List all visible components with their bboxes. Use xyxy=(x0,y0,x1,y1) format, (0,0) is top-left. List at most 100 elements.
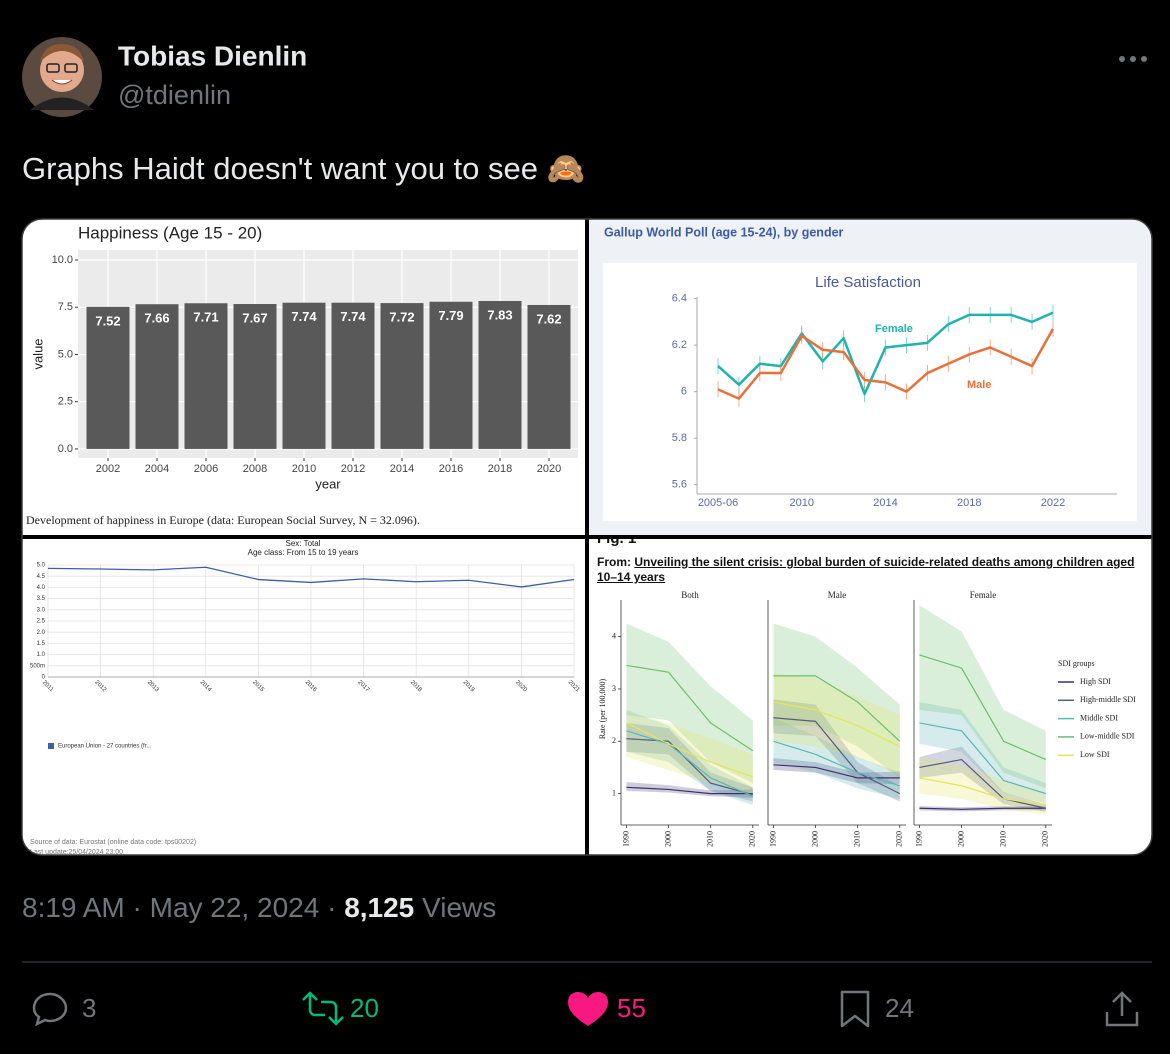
series-line xyxy=(626,786,753,795)
panel-title: Male xyxy=(828,590,847,600)
caption: Development of happiness in Europe (data… xyxy=(26,513,420,527)
value-label: 7.52 xyxy=(95,313,120,328)
y-tick-label: 5.0 xyxy=(37,563,46,569)
uncertainty-band xyxy=(626,712,753,797)
article-link[interactable]: Unveiling the silent crisis: global burd… xyxy=(597,555,1135,584)
author-handle[interactable]: @tdienlin xyxy=(118,80,231,110)
x-axis-label: year xyxy=(315,476,341,491)
uncertainty-band xyxy=(919,605,1046,789)
legend-label: Low-middle SDI xyxy=(1080,732,1135,741)
y-tick-label: 1.0 xyxy=(37,652,46,658)
legend-label: High SDI xyxy=(1080,677,1111,686)
y-tick-label: 5.6 xyxy=(672,479,687,491)
x-tick-label: 2010 xyxy=(292,463,316,475)
value-label: 7.67 xyxy=(242,310,267,325)
x-tick-label: 2010 xyxy=(790,497,814,509)
x-tick-label: 2018 xyxy=(957,497,981,509)
value-label: 7.72 xyxy=(389,310,414,325)
series-line xyxy=(717,328,1055,400)
x-tick-label: 2000 xyxy=(956,831,965,847)
media-border xyxy=(21,218,1153,856)
separator: · xyxy=(133,892,142,923)
y-axis-label: value xyxy=(30,338,45,369)
like-button[interactable]: 55 xyxy=(568,992,646,1026)
uncertainty-band xyxy=(626,709,753,806)
avatar[interactable] xyxy=(22,37,102,117)
figure-header: From: xyxy=(597,555,635,569)
uncertainty-band xyxy=(626,623,753,784)
x-tick-label: 1990 xyxy=(621,831,630,847)
y-tick-label: 4 xyxy=(612,631,616,640)
chart-life-satisfaction: Gallup World Poll (age 15-24), by gender… xyxy=(589,219,1152,535)
x-tick-label: 2020 xyxy=(748,831,757,847)
value-label: 7.74 xyxy=(340,309,366,324)
bar xyxy=(478,301,522,449)
repost-count: 20 xyxy=(350,993,379,1023)
series-line xyxy=(919,777,1046,806)
x-tick-label: 2000 xyxy=(810,831,819,847)
uncertainty-band xyxy=(773,623,900,778)
series-line xyxy=(626,730,754,797)
series-label: Female xyxy=(875,323,913,335)
y-axis-label: Rate (per 100,000) xyxy=(598,679,607,740)
bar xyxy=(86,306,130,449)
share-button[interactable] xyxy=(1105,991,1139,1027)
figure-title: From: Unveiling the silent crisis: globa… xyxy=(597,555,1142,585)
x-tick-label: 2010 xyxy=(705,831,714,847)
date[interactable]: May 22, 2024 xyxy=(150,892,320,923)
x-tick-label: 2012 xyxy=(341,463,365,475)
repost-button[interactable]: 20 xyxy=(302,991,379,1026)
uncertainty-band xyxy=(919,702,1046,804)
chart-subtitle: Age class: From 15 to 19 years xyxy=(248,548,359,557)
panel-background xyxy=(22,539,585,855)
timestamp: 8:19 AM · May 22, 2024 · 8,125 Views xyxy=(22,892,496,923)
chart-subtitle: Gallup World Poll (age 15-24), by gender xyxy=(604,225,844,239)
series-line xyxy=(919,722,1046,795)
x-tick-label: 1990 xyxy=(914,831,923,847)
chart-title: Sex: Total xyxy=(286,539,321,548)
chart-happiness: Happiness (Age 15 - 20) 0.0 2.5 5.0 7.5 10.0 7… xyxy=(22,219,585,535)
legend-label: Low SDI xyxy=(1080,750,1110,759)
time[interactable]: 8:19 AM xyxy=(22,892,125,923)
value-label: 7.74 xyxy=(291,309,317,324)
series-line xyxy=(773,764,900,779)
legend-label: European Union - 27 countries (fr... xyxy=(58,744,152,750)
figure-label: Fig. 1 xyxy=(597,530,636,547)
legend-title: SDI groups xyxy=(1058,659,1095,668)
series-line xyxy=(773,717,901,795)
media[interactable]: Happiness (Age 15 - 20) 0.0 2.5 5.0 7.5 10.0 7… xyxy=(22,219,1152,856)
bar xyxy=(527,304,571,449)
y-tick-label: 6 xyxy=(681,386,687,398)
bar xyxy=(135,304,179,449)
y-tick-label: 1.5 xyxy=(37,641,46,647)
series-line xyxy=(47,566,575,588)
x-tick-label: 2020 xyxy=(1041,831,1050,847)
views-label: Views xyxy=(422,892,496,923)
author-name[interactable]: Tobias Dienlin xyxy=(118,40,307,71)
bar xyxy=(331,302,375,449)
series-line xyxy=(919,654,1047,761)
more-button[interactable] xyxy=(1119,56,1147,62)
x-tick-label: 2005-06 xyxy=(698,497,738,509)
y-tick-label: 500m xyxy=(30,663,45,669)
x-tick-label: 2014 xyxy=(873,497,897,509)
bar xyxy=(184,303,228,449)
series-line xyxy=(773,675,901,742)
series-line xyxy=(919,758,1046,809)
y-tick-label: 3.5 xyxy=(37,596,46,602)
chart-title: Happiness (Age 15 - 20) xyxy=(78,223,262,242)
x-tick-label: 2018 xyxy=(488,463,512,475)
y-tick-label: 6.4 xyxy=(672,293,687,305)
bookmark-button[interactable]: 24 xyxy=(840,990,914,1028)
panel-title: Female xyxy=(970,590,997,600)
value-label: 7.71 xyxy=(193,310,218,325)
reply-count: 3 xyxy=(82,993,96,1023)
y-tick-label: 1 xyxy=(612,788,616,797)
y-tick-label: 0 xyxy=(42,675,46,681)
reply-button[interactable]: 3 xyxy=(32,992,96,1027)
y-tick-label: 10.0 xyxy=(52,254,73,266)
chart-suicide: Fig. 1 Both 1 2 3 4 1990 2000 2010 2020 Male 1990 20… xyxy=(589,530,1152,855)
x-tick-label: 2016 xyxy=(439,463,463,475)
series-line xyxy=(626,722,753,778)
legend-swatch xyxy=(48,743,54,749)
